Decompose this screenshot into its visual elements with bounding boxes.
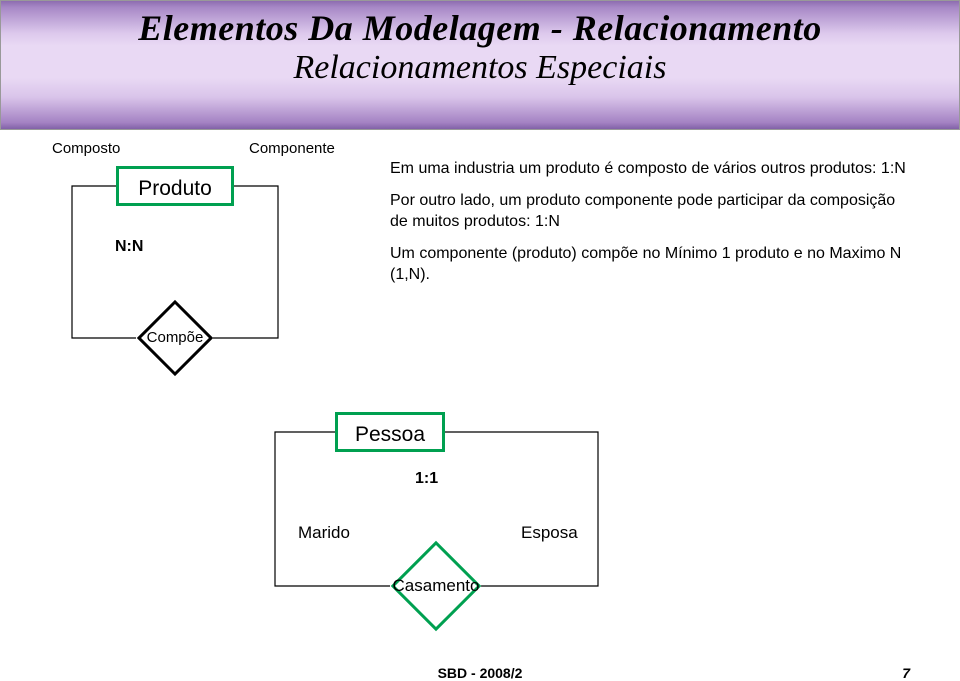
- relationship-casamento-label: Casamento: [371, 576, 502, 596]
- slide-subtitle: Relacionamentos Especiais: [1, 49, 959, 87]
- slide-title: Elementos Da Modelagem - Relacionamento: [1, 1, 959, 49]
- role-composto-label: Composto: [52, 140, 120, 157]
- slide-header: Elementos Da Modelagem - Relacionamento …: [0, 0, 960, 130]
- title-banner: Elementos Da Modelagem - Relacionamento …: [0, 0, 960, 130]
- relationship-compoe-label: Compõe: [117, 329, 233, 346]
- cardinality-11-label: 1:1: [415, 470, 438, 488]
- entity-pessoa-label: Pessoa: [355, 423, 425, 446]
- entity-produto: Produto: [116, 166, 234, 206]
- role-marido-label: Marido: [298, 523, 350, 543]
- footer-page: 7: [902, 665, 910, 681]
- footer-center: SBD - 2008/2: [0, 665, 960, 681]
- role-componente-label: Componente: [249, 140, 335, 157]
- role-esposa-label: Esposa: [521, 523, 578, 543]
- description-line-2: Por outro lado, um produto componente po…: [390, 190, 910, 233]
- description-line-1: Em uma industria um produto é composto d…: [390, 158, 910, 180]
- cardinality-nn-label: N:N: [115, 238, 143, 256]
- entity-produto-label: Produto: [138, 177, 212, 200]
- description-line-3: Um componente (produto) compõe no Mínimo…: [390, 243, 910, 286]
- diagram-canvas: Produto Composto Componente N:N Compõe E…: [0, 130, 960, 673]
- description-text: Em uma industria um produto é composto d…: [390, 158, 910, 286]
- entity-pessoa: Pessoa: [335, 412, 445, 452]
